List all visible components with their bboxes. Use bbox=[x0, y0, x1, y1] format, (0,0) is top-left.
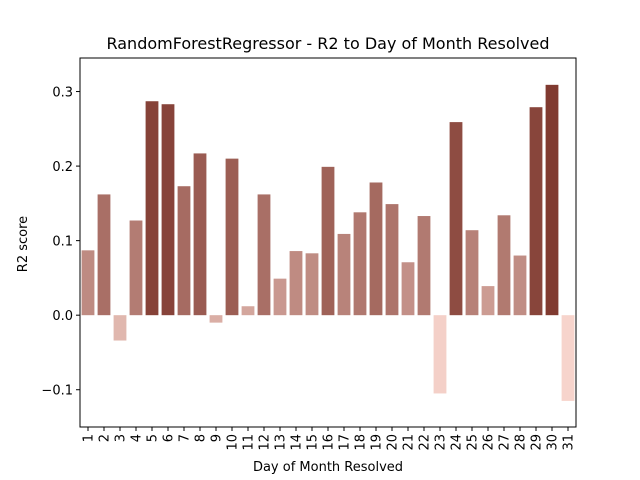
bar-day-31 bbox=[561, 315, 575, 401]
bars-group bbox=[81, 84, 575, 401]
x-tick-label: 13 bbox=[274, 434, 289, 451]
x-tick-label: 22 bbox=[418, 434, 433, 451]
bar-day-24 bbox=[449, 122, 463, 316]
x-tick-label: 12 bbox=[258, 434, 273, 451]
bar-day-23 bbox=[433, 315, 447, 394]
x-tick-label: 18 bbox=[354, 434, 369, 451]
x-tick-label: 4 bbox=[130, 434, 145, 442]
bar-day-19 bbox=[369, 182, 383, 316]
x-tick-label: 27 bbox=[498, 434, 513, 451]
bar-day-13 bbox=[273, 278, 287, 316]
x-tick-label: 16 bbox=[322, 434, 337, 451]
x-tick-label: 28 bbox=[514, 434, 529, 451]
x-tick-label: 21 bbox=[402, 434, 417, 451]
bar-day-11 bbox=[241, 306, 255, 316]
bar-day-28 bbox=[513, 255, 527, 316]
bar-day-2 bbox=[97, 194, 111, 316]
x-tick-label: 11 bbox=[242, 434, 257, 451]
y-axis-ticks: −0.1 0.0 0.1 0.2 0.3 bbox=[41, 86, 80, 399]
x-tick-label: 31 bbox=[562, 434, 577, 451]
x-tick-label: 20 bbox=[386, 434, 401, 451]
x-tick-label: 25 bbox=[466, 434, 481, 451]
bar-day-15 bbox=[305, 253, 319, 316]
x-tick-label: 7 bbox=[178, 434, 193, 442]
x-tick-label: 10 bbox=[226, 434, 241, 451]
x-tick-label: 17 bbox=[338, 434, 353, 451]
bar-day-29 bbox=[529, 107, 543, 316]
y-tick-label: 0.2 bbox=[52, 160, 73, 175]
y-axis-label: R2 score bbox=[16, 216, 31, 272]
x-tick-label: 14 bbox=[290, 434, 305, 451]
bar-day-9 bbox=[209, 315, 223, 323]
bar-day-12 bbox=[257, 194, 271, 316]
bar-day-20 bbox=[385, 204, 399, 316]
bar-day-4 bbox=[129, 220, 143, 316]
x-tick-label: 6 bbox=[162, 434, 177, 442]
y-tick-label: 0.0 bbox=[52, 309, 73, 324]
x-tick-label: 9 bbox=[210, 434, 225, 442]
bar-day-10 bbox=[225, 158, 239, 316]
x-tick-label: 29 bbox=[530, 434, 545, 451]
bar-day-7 bbox=[177, 186, 191, 316]
x-tick-label: 24 bbox=[450, 434, 465, 451]
bar-day-1 bbox=[81, 250, 95, 316]
bar-day-16 bbox=[321, 166, 335, 316]
x-tick-label: 15 bbox=[306, 434, 321, 451]
x-tick-label: 19 bbox=[370, 434, 385, 451]
x-tick-label: 26 bbox=[482, 434, 497, 451]
y-tick-label: 0.3 bbox=[52, 86, 73, 101]
bar-day-22 bbox=[417, 216, 431, 316]
x-axis-label: Day of Month Resolved bbox=[253, 460, 403, 475]
plot-frame bbox=[79, 57, 577, 428]
bar-day-5 bbox=[145, 101, 159, 316]
bar-day-3 bbox=[113, 315, 127, 341]
chart-title: RandomForestRegressor - R2 to Day of Mon… bbox=[106, 34, 549, 53]
y-tick-label: −0.1 bbox=[41, 384, 73, 399]
bar-day-21 bbox=[401, 262, 415, 316]
x-tick-label: 2 bbox=[98, 434, 113, 442]
x-tick-label: 3 bbox=[114, 434, 129, 442]
x-tick-label: 1 bbox=[82, 434, 97, 442]
bar-day-26 bbox=[481, 286, 495, 316]
bar-day-17 bbox=[337, 233, 351, 316]
bar-day-14 bbox=[289, 251, 303, 316]
x-tick-label: 30 bbox=[546, 434, 561, 451]
x-tick-label: 23 bbox=[434, 434, 449, 451]
bar-day-18 bbox=[353, 212, 367, 316]
x-axis-ticks: 1 2 3 4 5 6 7 8 9 10 11 12 13 14 15 16 17 18 19 20 21 22 23 24 2… bbox=[82, 427, 577, 451]
x-tick-label: 8 bbox=[194, 434, 209, 442]
bar-day-6 bbox=[161, 104, 175, 316]
x-tick-label: 5 bbox=[146, 434, 161, 442]
bar-day-27 bbox=[497, 215, 511, 316]
bar-day-25 bbox=[465, 230, 479, 316]
y-tick-label: 0.1 bbox=[52, 235, 73, 250]
bar-day-30 bbox=[545, 84, 559, 316]
bar-day-8 bbox=[193, 153, 207, 316]
